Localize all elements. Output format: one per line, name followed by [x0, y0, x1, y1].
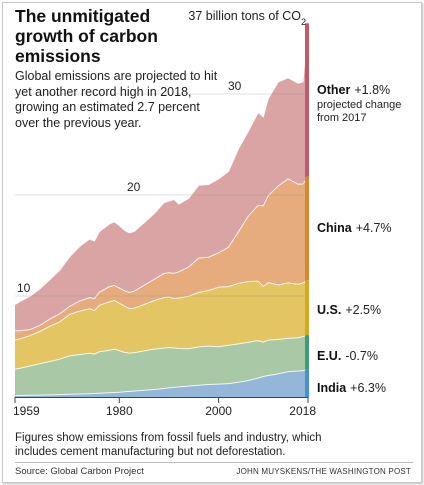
total-unit-label: 37 billion tons of CO2	[188, 9, 306, 27]
boundary-other	[14, 23, 309, 306]
x-tick-label-1980: 1980	[106, 404, 133, 418]
side-bar-u-s	[305, 280, 309, 336]
chart-subtitle: Global emissions are projected to hit ye…	[15, 69, 218, 130]
y-tick-20: 20	[127, 180, 141, 194]
y-tick-10: 10	[17, 281, 31, 295]
annotation-name-china: China	[317, 221, 353, 235]
annotation-note-line-2: from 2017	[317, 112, 367, 124]
side-bar-china	[305, 176, 309, 281]
x-axis: 1959 1980 2000 2018	[13, 397, 316, 418]
boundary-india	[15, 368, 309, 396]
boundary-china	[15, 176, 309, 332]
annotation-name-india: India	[317, 381, 347, 395]
annotation-name-u-s: U.S.	[317, 303, 341, 317]
area-e-u	[15, 335, 308, 396]
chart-footnote: Figures show emissions from fossil fuels…	[15, 432, 322, 458]
annotation-other: Other +1.8%	[317, 83, 390, 97]
annotation-change-china: +4.7%	[356, 221, 392, 235]
emissions-chart: 1959 1980 2000 2018 10 20 30 Other +1.8% projec…	[13, 9, 401, 418]
annotation-name-other: Other	[317, 83, 350, 97]
annotation-change-india: +6.3%	[350, 381, 386, 395]
y-tick-labels: 10 20 30	[17, 79, 242, 295]
author-credit: JOHN MUYSKENS/THE WASHINGTON POST	[236, 467, 411, 476]
chart-title: The unmitigated growth of carbon emissio…	[15, 6, 158, 66]
x-tick-label-1959: 1959	[13, 404, 40, 418]
annotation-e-u: E.U. -0.7%	[317, 349, 378, 363]
annotation-note-line-1: projected change	[317, 99, 401, 111]
source-credit: Source: Global Carbon Project	[15, 466, 144, 477]
side-bar-other	[305, 23, 309, 177]
x-tick-label-2018: 2018	[289, 404, 316, 418]
y-tick-30: 30	[228, 79, 242, 93]
boundary-e-u	[14, 334, 309, 370]
boundary-u-s	[14, 279, 309, 341]
stacked-areas	[15, 23, 308, 397]
x-tick-label-2000: 2000	[205, 404, 232, 418]
annotation-u-s: U.S. +2.5%	[317, 303, 381, 317]
area-u-s	[15, 280, 308, 370]
divider	[15, 462, 413, 463]
annotation-change-other: +1.8%	[354, 83, 390, 97]
area-other	[15, 23, 308, 331]
area-china	[15, 176, 308, 340]
side-color-bars	[305, 23, 309, 397]
annotation-name-e-u: E.U.	[317, 349, 341, 363]
annotation-india: India +6.3%	[317, 381, 386, 395]
side-bar-india	[305, 369, 309, 397]
annotation-change-u-s: +2.5%	[345, 303, 381, 317]
area-boundaries	[14, 23, 309, 396]
side-bar-e-u	[305, 335, 309, 370]
annotation-change-e-u: -0.7%	[345, 349, 378, 363]
area-india	[15, 369, 308, 397]
annotation-china: China +4.7%	[317, 221, 392, 235]
